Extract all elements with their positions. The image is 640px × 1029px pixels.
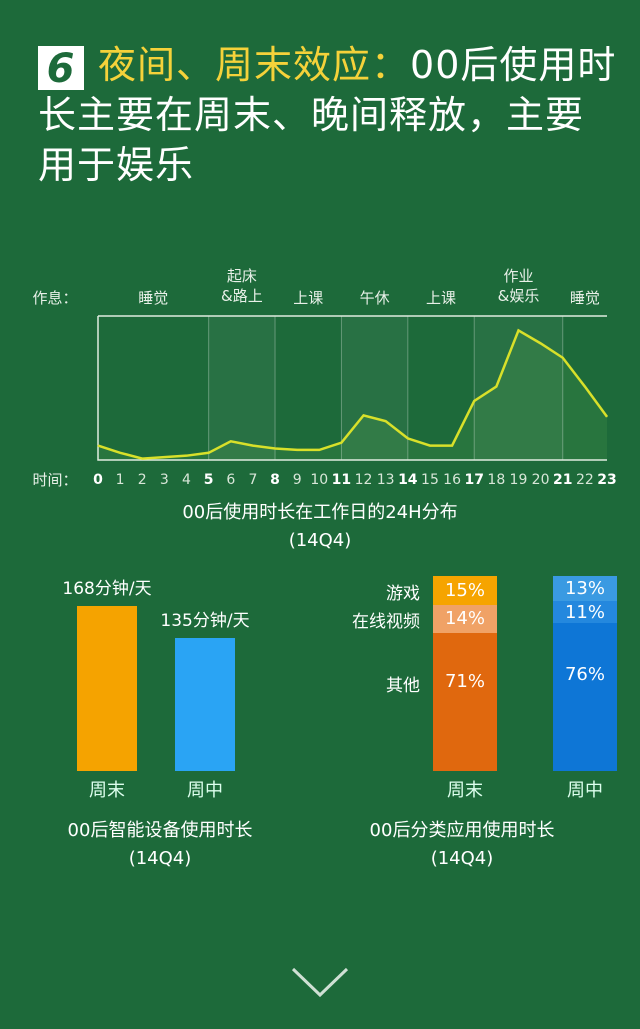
x-tick-label: 17 [464, 472, 484, 488]
x-tick-label: 11 [331, 472, 352, 488]
x-tick-label: 6 [226, 472, 236, 488]
x-tick-label: 2 [137, 472, 147, 488]
data-point [385, 420, 387, 422]
data-point [517, 329, 519, 331]
series-line [97, 328, 609, 460]
time-row-label: 时间： [32, 471, 78, 489]
data-point [562, 357, 564, 359]
data-point [97, 445, 99, 447]
x-tick-label: 10 [310, 472, 329, 488]
highlight-band [474, 316, 563, 460]
area-fill [98, 330, 607, 460]
activity-label: 上课 [426, 289, 457, 307]
x-tick-label: 7 [248, 472, 258, 488]
x-category-label: 周中 [187, 780, 223, 801]
stacked-segment: 14% [433, 605, 497, 633]
x-tick-label: 9 [292, 472, 302, 488]
stacked-segment: 71% [433, 632, 497, 771]
bar [175, 638, 235, 771]
x-tick-label: 19 [509, 472, 528, 488]
highlight-band [208, 316, 276, 460]
x-category-label: 周末 [89, 780, 125, 801]
chevron-down-icon[interactable] [290, 965, 350, 999]
x-tick-label: 20 [531, 472, 550, 488]
data-point [363, 414, 365, 416]
data-point [584, 386, 586, 388]
activity-label: 作业 &娱乐 [497, 267, 540, 305]
bar-chart-title: 00后智能设备使用时长 [67, 820, 253, 841]
activity-row-label: 作息： [32, 289, 78, 307]
bar [77, 606, 137, 771]
activity-label: 上课 [293, 289, 324, 307]
x-tick-label: 16 [443, 472, 461, 488]
data-point [186, 455, 188, 457]
bar-data-label: 135分钟/天 [160, 611, 250, 632]
activity-label: 午休 [359, 289, 390, 307]
x-tick-label: 5 [203, 472, 214, 488]
x-tick-label: 18 [487, 472, 506, 488]
stacked-chart-subtitle: (14Q4) [430, 848, 494, 869]
data-point [119, 452, 121, 454]
line-chart-subtitle: (14Q4) [288, 530, 352, 551]
x-tick-label: 1 [115, 472, 125, 488]
title-rest: 00后使用时长主要在周末、晚间释放，主要用于娱乐 [38, 43, 617, 187]
data-point [473, 400, 475, 402]
x-tick-label: 12 [354, 472, 373, 488]
data-point [141, 458, 143, 460]
data-point [318, 449, 320, 451]
data-point [340, 442, 342, 444]
axes [97, 316, 607, 461]
highlight-band [341, 316, 408, 460]
page-title: 6 夜间、周末效应：00后使用时长主要在周末、晚间释放，主要用于娱乐 [38, 40, 618, 190]
x-tick-label: 8 [270, 472, 280, 488]
data-point [208, 452, 210, 454]
data-point [230, 440, 232, 442]
stacked-segment: 15% [433, 576, 497, 606]
section-number-badge: 6 [38, 46, 84, 92]
data-point [407, 437, 409, 439]
activity-label: 睡觉 [138, 289, 169, 307]
legend-label: 其他 [386, 676, 420, 697]
legend-label: 在线视频 [352, 611, 420, 632]
legend-label: 游戏 [386, 583, 420, 604]
x-tick-label: 4 [182, 472, 191, 488]
x-category-label: 周末 [447, 780, 483, 801]
stacked-segment: 11% [553, 601, 617, 623]
data-point [296, 449, 298, 451]
line-chart [97, 315, 609, 461]
bar-data-label: 168分钟/天 [62, 579, 152, 599]
x-category-label: 周中 [567, 780, 603, 801]
activity-label: 起床 &路上 [220, 267, 263, 305]
data-point [451, 445, 453, 447]
line-chart-title: 00后使用时长在工作日的24H分布 [182, 502, 458, 523]
data-point [252, 445, 254, 447]
stacked-segment: 13% [553, 576, 617, 602]
bar-chart-subtitle: (14Q4) [128, 848, 192, 869]
data-point [429, 445, 431, 447]
data-point [274, 447, 276, 449]
x-tick-label: 13 [376, 472, 395, 488]
title-highlight: 夜间、周末效应： [98, 43, 411, 87]
x-tick-label: 15 [421, 472, 439, 488]
x-tick-label: 22 [575, 472, 594, 488]
data-point [606, 416, 608, 418]
data-point [540, 342, 542, 344]
stacked-segment: 76% [553, 622, 617, 771]
data-point [163, 456, 165, 458]
x-tick-label: 14 [398, 472, 418, 488]
stacked-chart-title: 00后分类应用使用时长 [369, 820, 555, 841]
x-tick-label: 23 [597, 472, 617, 488]
x-tick-label: 21 [552, 472, 573, 488]
x-tick-label: 3 [159, 472, 169, 488]
activity-label: 睡觉 [569, 289, 600, 307]
data-point [495, 386, 497, 388]
x-tick-label: 0 [93, 472, 103, 488]
